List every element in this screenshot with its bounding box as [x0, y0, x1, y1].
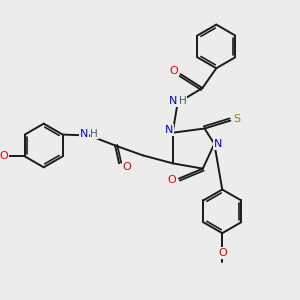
Text: H: H	[90, 129, 98, 139]
Text: N: N	[169, 96, 177, 106]
Text: H: H	[179, 96, 186, 106]
Text: O: O	[168, 175, 176, 184]
Text: O: O	[123, 162, 131, 172]
Text: N: N	[214, 139, 223, 149]
Text: O: O	[169, 66, 178, 76]
Text: N: N	[80, 129, 88, 139]
Text: O: O	[0, 152, 8, 161]
Text: N: N	[164, 125, 173, 135]
Text: S: S	[234, 114, 241, 124]
Text: O: O	[218, 248, 226, 258]
